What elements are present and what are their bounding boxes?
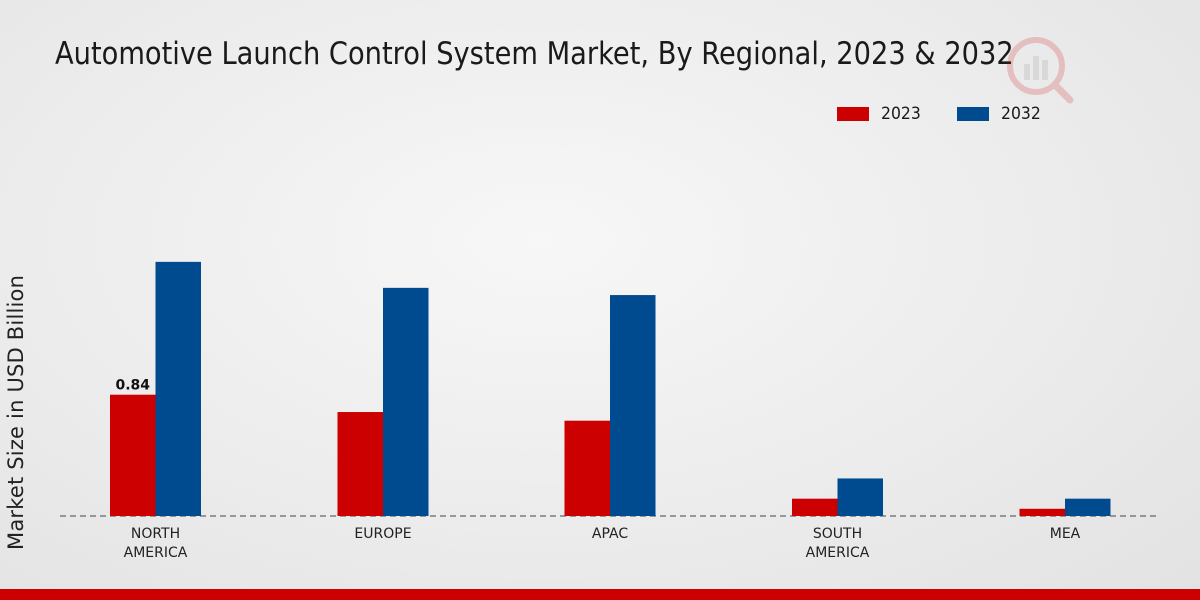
x-tick-label: MEA	[1050, 526, 1081, 542]
legend-swatch-2032	[957, 107, 989, 121]
legend-label-2023: 2023	[881, 104, 921, 124]
x-tick-label: NORTH	[131, 526, 180, 542]
watermark-logo-icon	[1007, 37, 1074, 104]
legend-item-2032: 2032	[957, 104, 1044, 124]
chart-title: Automotive Launch Control System Market,…	[55, 36, 1014, 72]
bar-2023-3	[792, 498, 838, 516]
bottom-accent-bar	[0, 589, 1200, 600]
x-tick-label: APAC	[592, 526, 628, 542]
bar-2032-0	[155, 261, 201, 516]
bar-2032-1	[383, 287, 429, 516]
bar-2032-2	[610, 295, 656, 516]
bar-2023-2	[564, 420, 610, 516]
x-tick-label: EUROPE	[354, 526, 411, 542]
x-tick-label: AMERICA	[124, 545, 188, 561]
legend-label-2032: 2032	[1001, 104, 1041, 124]
bar-2032-4	[1065, 498, 1111, 516]
bar-2023-4	[1019, 508, 1065, 516]
x-tick-label: AMERICA	[806, 545, 870, 561]
bar-2023-0	[110, 394, 156, 516]
legend-item-2023: 2023	[837, 104, 924, 124]
x-tick-label: SOUTH	[813, 526, 862, 542]
bar-2032-3	[837, 478, 883, 516]
data-label: 0.84	[115, 378, 150, 394]
legend-swatch-2023	[837, 107, 869, 121]
bar-2023-1	[337, 412, 383, 516]
